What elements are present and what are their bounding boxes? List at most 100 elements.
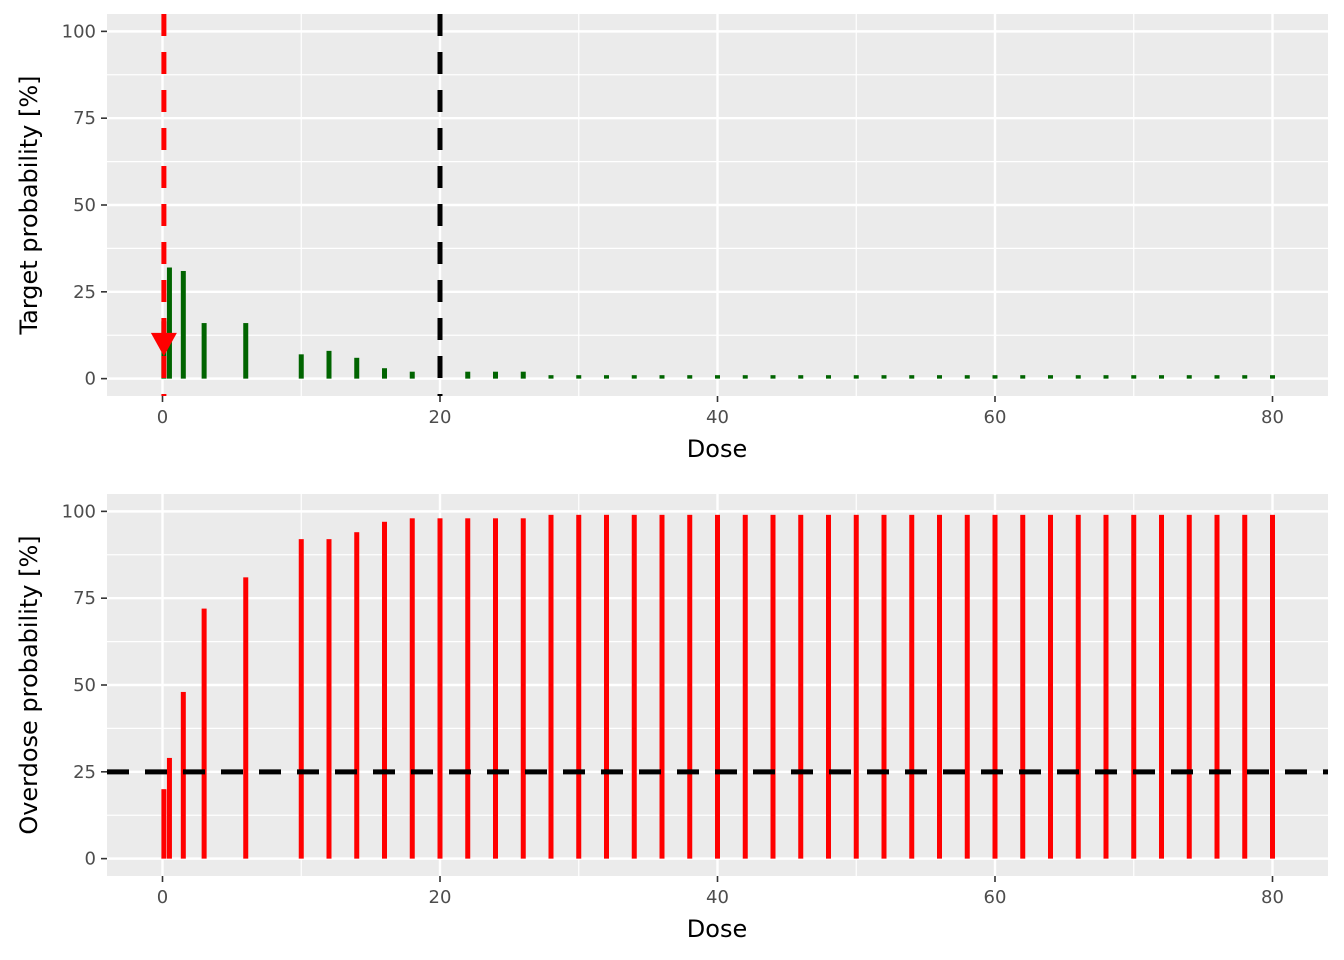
- target-bar: [853, 375, 859, 379]
- target-y-tick-label: 0: [85, 369, 96, 390]
- overdose-bar: [604, 514, 609, 859]
- target-bar: [1186, 375, 1192, 379]
- overdose-bar: [409, 518, 415, 859]
- target-bar: [520, 371, 526, 379]
- target-bar: [201, 323, 207, 379]
- overdose-bar: [161, 789, 167, 859]
- target-bar: [992, 375, 998, 379]
- overdose-x-axis-ticks: 0 20 40 60 80: [157, 876, 1284, 908]
- overdose-bar: [826, 514, 831, 859]
- target-bar: [1242, 375, 1248, 379]
- overdose-bar: [576, 514, 582, 859]
- overdose-bar: [909, 514, 915, 859]
- target-y-axis-title: Target probability [%]: [15, 75, 43, 335]
- target-bar: [715, 375, 720, 379]
- overdose-bar: [1270, 514, 1275, 859]
- target-bar: [1103, 375, 1109, 379]
- target-bar: [382, 368, 387, 379]
- target-bar: [1075, 375, 1081, 379]
- target-bar: [964, 375, 970, 379]
- overdose-bar: [853, 514, 859, 859]
- target-bar: [298, 354, 304, 379]
- target-bar: [180, 270, 186, 379]
- overdose-bar: [715, 514, 720, 859]
- target-bar: [937, 375, 942, 379]
- overdose-x-tick-label: 60: [984, 887, 1007, 908]
- target-bar: [659, 375, 665, 379]
- target-bar: [326, 350, 332, 379]
- overdose-bar: [437, 518, 443, 859]
- target-bar: [798, 375, 804, 379]
- overdose-bar: [1020, 514, 1026, 859]
- overdose-y-tick-label: 25: [73, 762, 96, 783]
- overdose-bar: [1075, 514, 1081, 859]
- overdose-bar: [770, 514, 776, 859]
- target-x-tick-label: 80: [1261, 407, 1284, 428]
- target-bar: [1131, 375, 1137, 379]
- overdose-y-tick-label: 100: [62, 501, 96, 522]
- target-bar: [166, 267, 172, 379]
- overdose-bar: [631, 514, 637, 859]
- target-bar: [409, 371, 415, 379]
- overdose-bar: [992, 514, 998, 859]
- overdose-bar: [166, 757, 172, 859]
- target-bar: [1214, 375, 1220, 379]
- overdose-bar: [1131, 514, 1137, 859]
- overdose-x-tick-label: 0: [157, 887, 168, 908]
- target-bar: [243, 323, 249, 379]
- overdose-bar: [881, 514, 887, 859]
- overdose-probability-panel: 0 25 50 75 100 0 20 40 60 80 Dose Overdose proba…: [15, 494, 1328, 943]
- overdose-y-tick-label: 0: [85, 849, 96, 870]
- overdose-bar: [742, 514, 748, 859]
- overdose-bar: [298, 539, 304, 859]
- overdose-x-tick-label: 80: [1261, 887, 1284, 908]
- target-bar: [881, 375, 887, 379]
- overdose-bar: [465, 518, 471, 859]
- target-bar: [742, 375, 748, 379]
- target-y-tick-label: 25: [73, 282, 96, 303]
- target-bar: [826, 375, 831, 379]
- overdose-bar: [493, 518, 498, 859]
- overdose-bar: [1103, 514, 1109, 859]
- target-probability-panel: 0 25 50 75 100 0 20 40 60 80 Dose Target probabi…: [15, 14, 1328, 463]
- target-bar: [909, 375, 915, 379]
- overdose-bar: [1159, 514, 1164, 859]
- target-bar: [493, 371, 498, 379]
- target-x-tick-label: 0: [157, 407, 168, 428]
- overdose-bar: [243, 577, 249, 859]
- overdose-y-tick-label: 75: [73, 588, 96, 609]
- target-x-tick-label: 60: [984, 407, 1007, 428]
- overdose-x-tick-label: 40: [706, 887, 729, 908]
- target-recommended-dose-marker: [150, 332, 177, 357]
- target-x-tick-label: 40: [706, 407, 729, 428]
- overdose-bar: [201, 608, 207, 859]
- target-bar: [548, 375, 554, 379]
- target-panel-reference-lines: [150, 14, 443, 396]
- overdose-bar: [937, 514, 942, 859]
- target-bar: [687, 375, 693, 379]
- target-bar: [576, 375, 582, 379]
- target-bar: [354, 357, 360, 379]
- overdose-bar: [659, 514, 665, 859]
- target-y-tick-label: 75: [73, 108, 96, 129]
- overdose-bar: [354, 532, 360, 859]
- target-bar: [604, 375, 609, 379]
- overdose-bar: [1214, 514, 1220, 859]
- overdose-bar: [1186, 514, 1192, 859]
- overdose-bar: [798, 514, 804, 859]
- overdose-x-axis-title: Dose: [687, 915, 747, 943]
- overdose-bar: [964, 514, 970, 859]
- overdose-x-tick-label: 20: [429, 887, 452, 908]
- overdose-bar: [1048, 514, 1053, 859]
- target-bar: [1270, 375, 1275, 379]
- target-x-axis-ticks: 0 20 40 60 80: [157, 396, 1284, 428]
- target-x-axis-title: Dose: [687, 435, 747, 463]
- overdose-y-axis-ticks: 0 25 50 75 100: [62, 501, 107, 870]
- overdose-y-axis-title: Overdose probability [%]: [15, 535, 43, 834]
- target-y-tick-label: 50: [73, 195, 96, 216]
- overdose-bar: [1242, 514, 1248, 859]
- target-bar: [465, 371, 471, 379]
- target-bar: [631, 375, 637, 379]
- target-bar: [1020, 375, 1026, 379]
- target-bar: [770, 375, 776, 379]
